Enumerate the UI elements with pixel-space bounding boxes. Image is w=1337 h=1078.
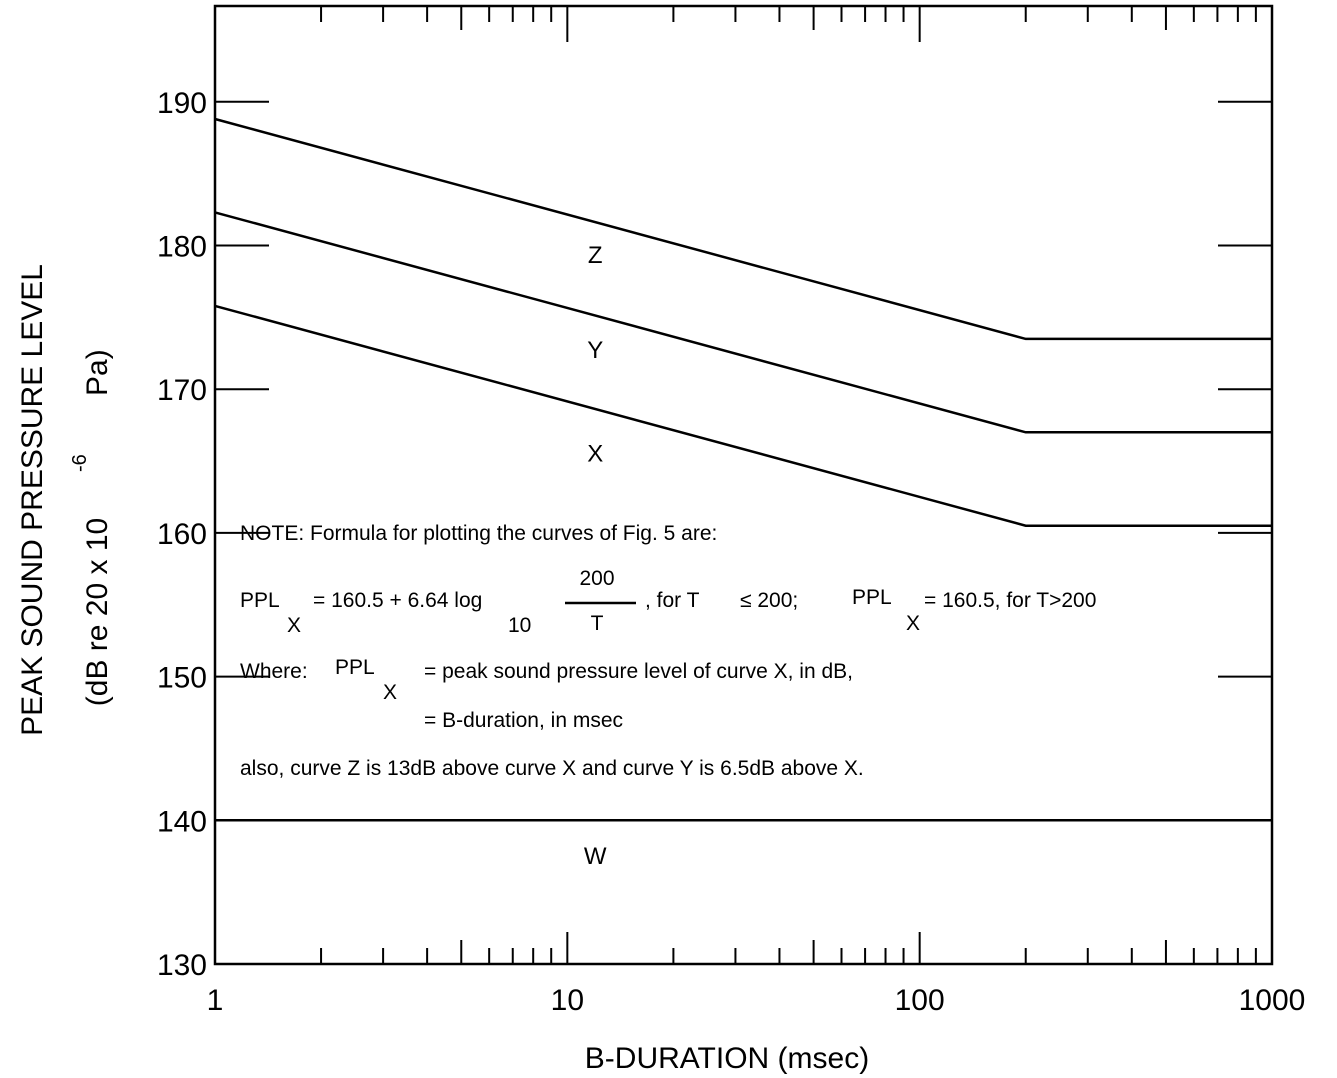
note-ppl-2-subscript: X xyxy=(906,612,920,635)
note-where-label: Where: xyxy=(240,660,308,683)
note-line1: NOTE: Formula for plotting the curves of… xyxy=(240,522,717,545)
x-tick-label-1: 1 xyxy=(207,984,224,1017)
axis-ticks xyxy=(215,6,1272,964)
note-where-subscript: X xyxy=(383,681,397,704)
y-tick-label-160: 160 xyxy=(157,518,207,551)
x-tick-label-10: 10 xyxy=(551,984,584,1017)
note-fraction-denominator: T xyxy=(591,612,604,635)
series-line-y xyxy=(214,211,1272,434)
note-fraction-numerator: 200 xyxy=(579,567,614,590)
curve-label-x: X xyxy=(587,440,603,467)
x-axis-title: B-DURATION (msec) xyxy=(585,1042,869,1075)
series-line-z xyxy=(214,117,1272,341)
y-axis-title-line1: PEAK SOUND PRESSURE LEVEL xyxy=(16,264,49,736)
curve-label-w: W xyxy=(584,843,607,870)
note-where-def-2: = B-duration, in msec xyxy=(424,709,623,732)
note-equation: = 160.5 + 6.64 log xyxy=(313,589,482,612)
note-equation-2: = 160.5, for T>200 xyxy=(924,589,1096,612)
x-tick-label-1000: 1000 xyxy=(1239,984,1306,1017)
curve-label-z: Z xyxy=(588,242,603,269)
note-condition-1: , for T xyxy=(645,589,700,612)
note-ppl-subscript: X xyxy=(287,614,301,637)
tick-labels: 1 10 100 1000 130 140 150 160 170 180 190 xyxy=(157,87,1305,1017)
note-where-def-1: = peak sound pressure level of curve X, … xyxy=(424,660,853,683)
y-axis-title: PEAK SOUND PRESSURE LEVEL (dB re 20 x 10… xyxy=(16,264,114,736)
y-tick-label-180: 180 xyxy=(157,231,207,264)
note-ppl-2: PPL xyxy=(852,586,892,609)
y-axis-title-line2-suffix: Pa) xyxy=(81,349,114,396)
note-log-base: 10 xyxy=(508,614,531,637)
note-where-ppl: PPL xyxy=(335,656,375,679)
curve-label-y: Y xyxy=(587,337,603,364)
y-tick-label-130: 130 xyxy=(157,949,207,982)
y-tick-label-140: 140 xyxy=(157,805,207,838)
y-tick-label-190: 190 xyxy=(157,87,207,120)
y-tick-label-170: 170 xyxy=(157,374,207,407)
y-axis-title-line2: (dB re 20 x 10 xyxy=(81,518,114,706)
plot-frame xyxy=(213,4,1274,966)
formula-note: NOTE: Formula for plotting the curves of… xyxy=(240,522,1096,780)
x-tick-label-100: 100 xyxy=(895,984,945,1017)
y-tick-label-150: 150 xyxy=(157,662,207,695)
note-ppl: PPL xyxy=(240,589,280,612)
note-also: also, curve Z is 13dB above curve X and … xyxy=(240,757,864,780)
series-lines xyxy=(214,117,1272,822)
y-axis-title-exponent: -6 xyxy=(69,454,91,472)
series-line-x xyxy=(214,304,1272,527)
note-condition-1-symbol: ≤ 200; xyxy=(740,589,798,612)
